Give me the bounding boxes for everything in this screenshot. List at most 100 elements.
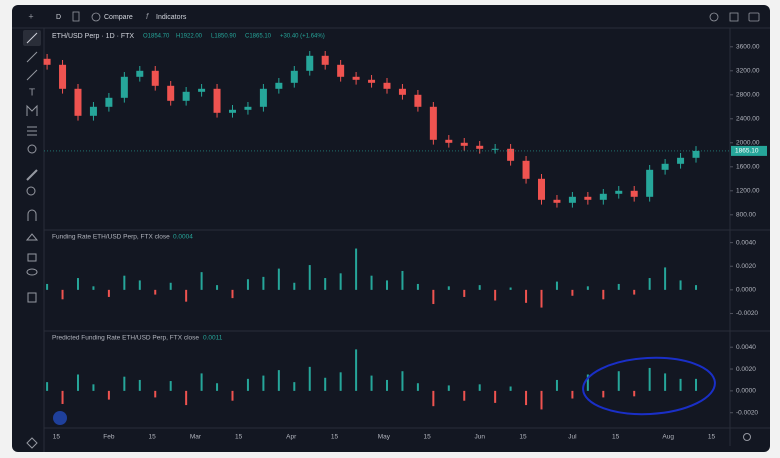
crosshair-icon[interactable]: + (28, 11, 33, 21)
histogram-bar (695, 378, 698, 391)
candle-body (213, 88, 221, 113)
compare-button[interactable]: Compare (104, 14, 133, 21)
histogram-bar (509, 287, 512, 290)
candle-body (507, 148, 515, 161)
lock-tool[interactable] (27, 253, 37, 262)
histogram-bar (46, 283, 49, 290)
indicators-icon[interactable]: f (146, 12, 149, 21)
histogram-bar (416, 283, 419, 290)
y-tick-label: 0.0020 (736, 263, 756, 270)
y-tick-label: 800.00 (736, 212, 756, 219)
trash-tool[interactable] (27, 292, 37, 303)
histogram-bar (555, 281, 558, 290)
candle-body (429, 106, 437, 140)
x-tick-label: Jul (568, 434, 577, 441)
histogram-bar (231, 289, 234, 299)
fullscreen-icon[interactable] (729, 12, 739, 22)
top-toolbar: + D Compare f Indicators (12, 11, 770, 29)
y-tick-label: 0.0040 (736, 239, 756, 246)
snapshot-icon[interactable] (748, 12, 760, 22)
ohlc-close: C1865.10 (245, 34, 272, 40)
histogram-bar (200, 272, 203, 290)
candle-body (476, 145, 484, 149)
histogram-bar (76, 278, 79, 290)
x-tick-label: May (378, 434, 391, 441)
histogram-bar (695, 285, 698, 290)
x-tick-label: 15 (424, 434, 432, 441)
indicators-button[interactable]: Indicators (156, 14, 187, 21)
settings-icon[interactable] (709, 12, 719, 22)
histogram-bar (633, 289, 636, 295)
x-tick-label: Feb (103, 434, 115, 441)
axis-settings-icon[interactable] (743, 433, 751, 441)
histogram-bar (246, 378, 249, 391)
histogram-bar (339, 372, 342, 391)
y-tick-label: 0.0040 (736, 344, 756, 351)
histogram-bar (216, 383, 219, 391)
histogram-bar (123, 376, 126, 391)
predicted-last-value: 0.0011 (203, 335, 223, 342)
x-tick-label: 15 (519, 434, 527, 441)
y-tick-label: 3200.00 (736, 68, 760, 75)
x-tick-label: 15 (708, 434, 716, 441)
magnet-tool[interactable] (27, 209, 37, 221)
histogram-bar (92, 384, 95, 391)
candle-body (692, 150, 700, 158)
histogram-bar (61, 390, 64, 404)
candle-body (491, 148, 499, 150)
y-tick-label: 1200.00 (736, 188, 760, 195)
pattern-tool[interactable] (26, 104, 38, 116)
histogram-bar (123, 275, 126, 290)
candle-body (321, 55, 329, 65)
x-tick-label: 15 (235, 434, 243, 441)
histogram-bar (586, 374, 589, 391)
candle-body (538, 178, 546, 200)
candle-body (198, 88, 206, 92)
histogram-bar (386, 379, 388, 391)
histogram-bar (525, 289, 528, 303)
histogram-bar (308, 265, 311, 290)
ohlc-change: +30.40 (+1.64%) (280, 34, 325, 40)
histogram-bar (107, 390, 110, 400)
candle-body (352, 76, 360, 80)
histogram-bar (463, 289, 466, 297)
brush-tool[interactable] (26, 69, 38, 81)
candle-body (368, 79, 376, 83)
y-tick-label: 0.0000 (736, 287, 756, 294)
compare-icon[interactable] (91, 12, 101, 22)
predicted-title: Predicted Funding Rate ETH/USD Perp, FTX… (52, 335, 199, 342)
icon-tool[interactable] (27, 144, 37, 154)
chart-type-icon[interactable] (72, 11, 80, 22)
y-tick-label: 1600.00 (736, 164, 760, 171)
zoom-tool[interactable] (26, 186, 36, 196)
logo-badge (53, 411, 67, 425)
histogram-bar (200, 373, 203, 391)
histogram-bar (447, 385, 450, 391)
histogram-bar (679, 378, 682, 391)
ruler-tool[interactable] (26, 169, 38, 181)
text-tool[interactable]: T (29, 88, 35, 99)
candle-body (337, 64, 345, 77)
candle-body (568, 196, 576, 203)
draw-mode-tool[interactable] (25, 233, 39, 241)
funding-title: Funding Rate ETH/USD Perp, FTX close (52, 234, 170, 241)
histogram-bar (92, 286, 95, 290)
histogram-bar (401, 270, 404, 290)
interval-button[interactable]: D (56, 14, 61, 21)
candle-body (414, 94, 422, 107)
object-tree-icon[interactable] (26, 437, 38, 449)
funding-last-value: 0.0004 (173, 234, 193, 241)
prediction-tool[interactable] (27, 126, 37, 136)
histogram-bar (216, 285, 219, 290)
histogram-bar (525, 390, 528, 406)
histogram-bar (262, 375, 265, 391)
y-tick-label: -0.0020 (736, 310, 758, 317)
histogram-bar (324, 377, 327, 391)
fib-tool[interactable] (26, 51, 38, 63)
x-tick-label: 15 (149, 434, 157, 441)
visibility-tool[interactable] (26, 268, 38, 276)
trend-line-tool[interactable] (26, 32, 38, 44)
histogram-bar (231, 390, 234, 401)
histogram-bar (339, 273, 342, 290)
